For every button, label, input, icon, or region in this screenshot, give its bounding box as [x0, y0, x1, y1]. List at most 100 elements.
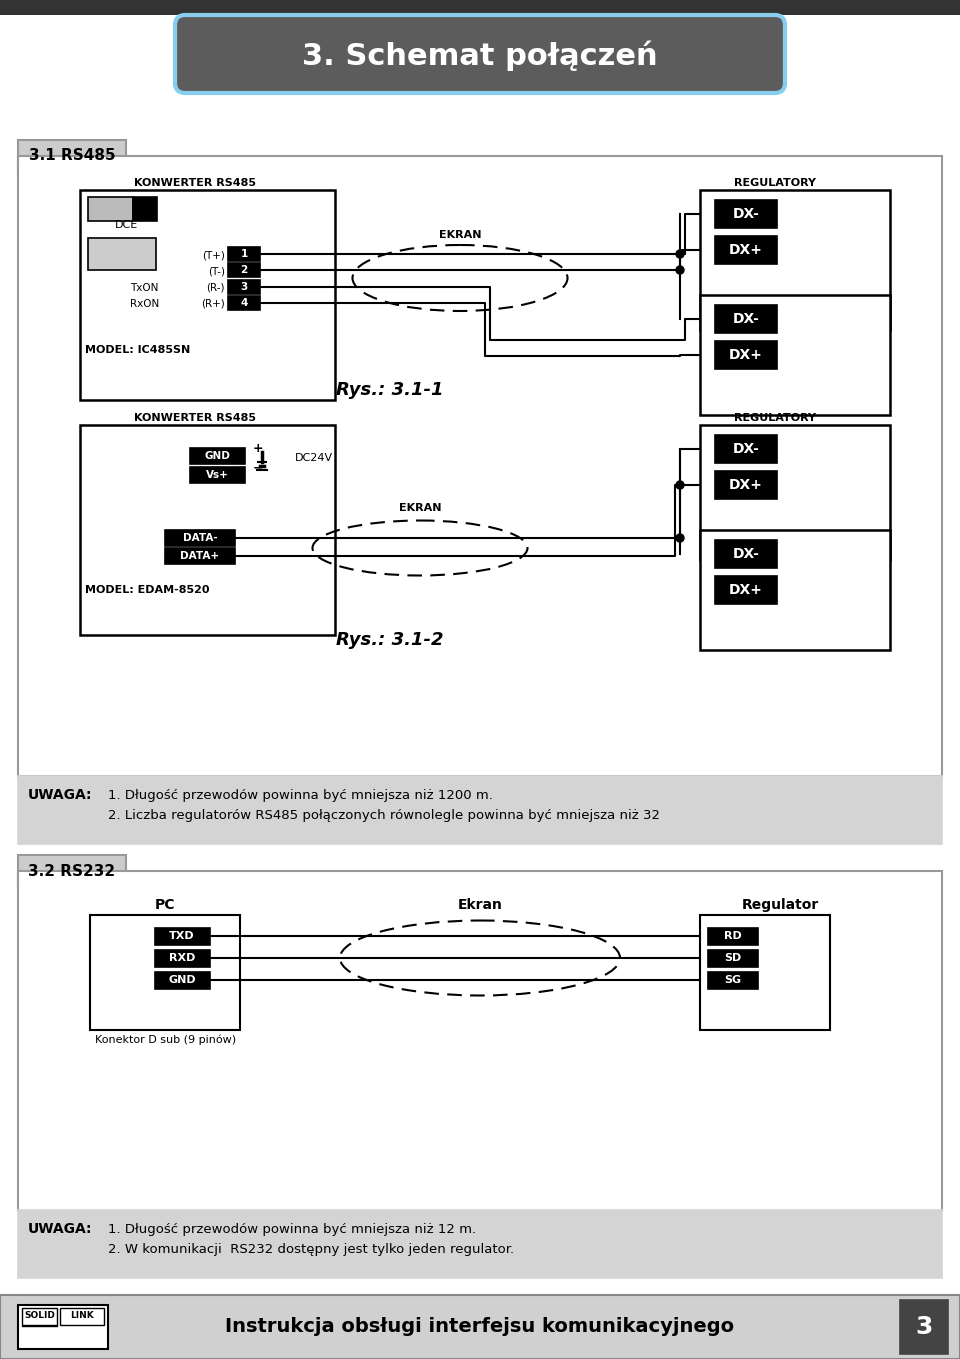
Text: DC24V: DC24V: [295, 453, 333, 463]
Bar: [133, 197, 157, 222]
Bar: [715, 341, 777, 370]
Text: MODEL: IC485SN: MODEL: IC485SN: [85, 345, 190, 355]
Text: +: +: [253, 443, 264, 455]
Bar: [165, 530, 235, 546]
Bar: [708, 972, 758, 989]
Text: RXD: RXD: [169, 953, 195, 964]
Text: LINK: LINK: [70, 1311, 94, 1321]
Bar: [18, 855, 126, 887]
Bar: [165, 548, 235, 564]
Text: RxON: RxON: [130, 299, 159, 308]
Text: 1. Długość przewodów powinna być mniejsza niż 1200 m.: 1. Długość przewodów powinna być mniejsz…: [108, 788, 492, 802]
Bar: [708, 928, 758, 945]
Text: SG: SG: [725, 974, 741, 985]
Text: 4: 4: [240, 298, 248, 308]
Bar: [18, 156, 942, 776]
Text: DATA+: DATA+: [180, 550, 220, 561]
Text: EKRAN: EKRAN: [398, 503, 442, 512]
Text: DCE: DCE: [115, 220, 138, 230]
Text: TxON: TxON: [130, 283, 158, 294]
Text: TXD: TXD: [169, 931, 195, 940]
Text: 3.2 RS232: 3.2 RS232: [29, 863, 115, 878]
Bar: [228, 264, 260, 277]
Bar: [0, 0, 960, 15]
Text: KONWERTER RS485: KONWERTER RS485: [134, 178, 256, 188]
Text: GND: GND: [204, 451, 230, 461]
Text: KONWERTER RS485: KONWERTER RS485: [134, 413, 256, 423]
Bar: [700, 530, 890, 650]
Bar: [228, 280, 260, 294]
Text: Vs+: Vs+: [205, 470, 228, 480]
Text: DX+: DX+: [729, 348, 763, 361]
Bar: [18, 140, 126, 173]
Text: 2. W komunikacji  RS232 dostępny jest tylko jeden regulator.: 2. W komunikacji RS232 dostępny jest tyl…: [108, 1242, 515, 1256]
Text: DX-: DX-: [732, 207, 759, 222]
Bar: [80, 425, 335, 635]
Bar: [708, 950, 758, 968]
Bar: [155, 950, 210, 968]
Bar: [700, 425, 890, 560]
Text: (T-): (T-): [208, 266, 225, 276]
Bar: [715, 200, 777, 228]
Circle shape: [676, 250, 684, 258]
Text: GND: GND: [168, 974, 196, 985]
Text: PC: PC: [155, 898, 176, 912]
Bar: [228, 247, 260, 261]
Bar: [700, 190, 890, 330]
Text: 2. Liczba regulatorów RS485 połączonych równolegle powinna być mniejsza niż 32: 2. Liczba regulatorów RS485 połączonych …: [108, 809, 660, 821]
Text: DX-: DX-: [732, 548, 759, 561]
Text: EKRAN: EKRAN: [439, 230, 481, 241]
Text: −: −: [253, 462, 263, 474]
Bar: [715, 576, 777, 603]
Text: Regulator: Regulator: [741, 898, 819, 912]
Text: SOLID: SOLID: [25, 1311, 56, 1321]
Bar: [80, 190, 335, 400]
Text: DATA-: DATA-: [182, 533, 217, 544]
Text: 3.1 RS485: 3.1 RS485: [29, 148, 115, 163]
Bar: [155, 928, 210, 945]
Circle shape: [676, 481, 684, 489]
Bar: [228, 296, 260, 310]
Bar: [155, 972, 210, 989]
Text: Konektor D sub (9 pinów): Konektor D sub (9 pinów): [95, 1034, 236, 1045]
Text: (T+): (T+): [203, 250, 225, 260]
FancyBboxPatch shape: [175, 15, 785, 92]
Bar: [88, 238, 156, 270]
Text: DX+: DX+: [729, 583, 763, 597]
Text: REGULATORY: REGULATORY: [734, 413, 816, 423]
Text: Ekran: Ekran: [458, 898, 502, 912]
Text: DX-: DX-: [732, 313, 759, 326]
Text: SD: SD: [725, 953, 742, 964]
Bar: [190, 467, 245, 482]
Bar: [190, 448, 245, 463]
Bar: [18, 1210, 942, 1277]
Bar: [18, 776, 942, 844]
Text: 1. Długość przewodów powinna być mniejsza niż 12 m.: 1. Długość przewodów powinna być mniejsz…: [108, 1223, 476, 1235]
Circle shape: [676, 534, 684, 542]
Text: (R-): (R-): [206, 283, 225, 294]
Bar: [90, 915, 240, 1030]
Text: Rys.: 3.1-1: Rys.: 3.1-1: [336, 381, 444, 400]
Bar: [22, 1307, 57, 1325]
Text: Rys.: 3.1-2: Rys.: 3.1-2: [336, 631, 444, 650]
Bar: [715, 304, 777, 333]
Bar: [18, 871, 942, 1211]
Text: (R+): (R+): [202, 299, 225, 308]
Text: 1: 1: [240, 249, 248, 260]
Text: 3. Schemat połączeń: 3. Schemat połączeń: [302, 41, 658, 71]
Bar: [700, 915, 830, 1030]
Bar: [700, 295, 890, 414]
Text: DX+: DX+: [729, 478, 763, 492]
Bar: [0, 1295, 960, 1359]
Circle shape: [676, 266, 684, 275]
Bar: [88, 197, 133, 222]
Text: 3: 3: [915, 1316, 933, 1339]
Bar: [715, 540, 777, 568]
Text: MODEL: EDAM-8520: MODEL: EDAM-8520: [85, 584, 209, 595]
Text: 3: 3: [240, 283, 248, 292]
Text: 2: 2: [240, 265, 248, 275]
Text: UWAGA:: UWAGA:: [28, 1222, 92, 1235]
Text: DX-: DX-: [732, 442, 759, 457]
Bar: [715, 236, 777, 264]
Bar: [18, 1305, 108, 1349]
